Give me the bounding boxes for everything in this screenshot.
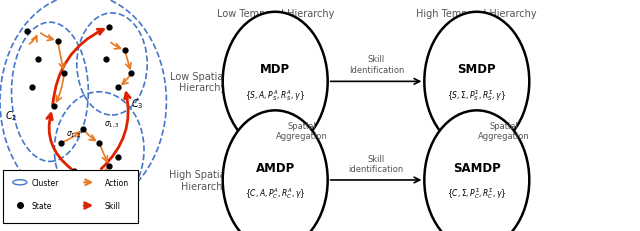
- Text: $\{C, A, P_C^A, R_C^A, \gamma\}$: $\{C, A, P_C^A, R_C^A, \gamma\}$: [245, 185, 305, 200]
- FancyBboxPatch shape: [3, 170, 138, 223]
- Text: Low Spatial
Hierarchy: Low Spatial Hierarchy: [170, 71, 227, 93]
- Text: Skill: Skill: [105, 201, 121, 210]
- Ellipse shape: [223, 13, 328, 151]
- Text: Cluster: Cluster: [31, 178, 59, 187]
- Ellipse shape: [424, 13, 529, 151]
- Text: $\{C, \Sigma, P_C^{\Sigma}, R_C^{\Sigma}, \gamma\}$: $\{C, \Sigma, P_C^{\Sigma}, R_C^{\Sigma}…: [447, 185, 507, 200]
- Text: $C_1$: $C_1$: [90, 208, 102, 222]
- Text: $C_1$: $C_1$: [90, 203, 102, 217]
- Ellipse shape: [424, 111, 529, 231]
- Text: Skill
identification: Skill identification: [349, 154, 404, 173]
- Text: High Spatial
Hierarchy: High Spatial Hierarchy: [169, 169, 228, 191]
- Text: $C_2$: $C_2$: [5, 109, 18, 122]
- Text: MDP: MDP: [260, 63, 291, 76]
- Text: $\sigma_{1,2}$: $\sigma_{1,2}$: [66, 129, 81, 139]
- Text: $\sigma_{1,3}$: $\sigma_{1,3}$: [104, 120, 120, 130]
- Text: Low Temporal Hierarchy: Low Temporal Hierarchy: [216, 9, 334, 19]
- Text: $\{S, A, P_S^A, R_S^A, \gamma\}$: $\{S, A, P_S^A, R_S^A, \gamma\}$: [245, 87, 305, 102]
- Text: Skill
Identification: Skill Identification: [349, 55, 404, 74]
- Text: AMDP: AMDP: [255, 161, 295, 174]
- Text: $C_3$: $C_3$: [131, 97, 144, 111]
- Text: State: State: [31, 201, 52, 210]
- Text: SMDP: SMDP: [458, 63, 496, 76]
- Ellipse shape: [223, 111, 328, 231]
- Text: $\{S, \Sigma, P_S^{\Sigma}, R_S^{\Sigma}, \gamma\}$: $\{S, \Sigma, P_S^{\Sigma}, R_S^{\Sigma}…: [447, 87, 506, 102]
- Text: High Temporal Hierarchy: High Temporal Hierarchy: [417, 9, 537, 19]
- Text: Spatial
Aggregation: Spatial Aggregation: [276, 122, 328, 141]
- Text: Action: Action: [105, 178, 129, 187]
- Text: Spatial
Aggregation: Spatial Aggregation: [478, 122, 529, 141]
- Text: SAMDP: SAMDP: [453, 161, 500, 174]
